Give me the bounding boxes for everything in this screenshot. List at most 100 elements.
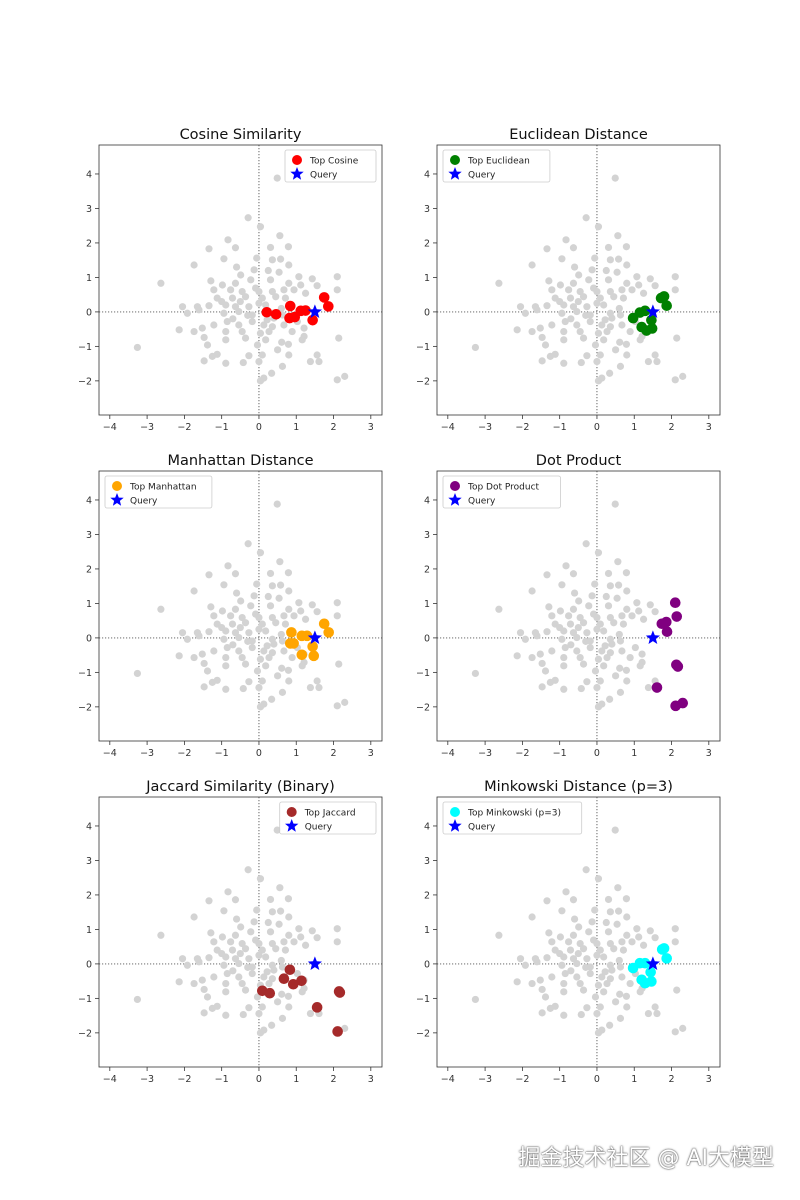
x-tick-label: 2 [331, 422, 337, 433]
legend-marker-query [448, 493, 462, 506]
background-point [245, 352, 253, 360]
background-point [241, 986, 250, 994]
background-point [208, 1004, 216, 1012]
x-tick-label: −4 [441, 748, 455, 759]
legend-marker-top [450, 481, 460, 491]
background-point [288, 327, 296, 336]
y-tick-label: 4 [424, 169, 430, 180]
subplot-title: Dot Product [536, 453, 622, 469]
background-point [591, 993, 600, 1001]
background-point [626, 653, 634, 662]
background-point [576, 287, 584, 296]
background-point [567, 641, 575, 649]
background-point [611, 998, 620, 1006]
top-point [323, 627, 334, 638]
background-point [622, 340, 631, 348]
background-point [255, 683, 263, 692]
background-point [262, 662, 270, 670]
background-point [235, 633, 243, 642]
background-point [270, 640, 278, 648]
background-point [244, 637, 252, 645]
background-point [614, 255, 623, 263]
background-point [175, 978, 183, 986]
background-point [623, 261, 631, 269]
y-tick-label: 3 [86, 856, 92, 867]
background-point [248, 317, 256, 326]
background-point [588, 592, 596, 600]
query-star [645, 304, 660, 318]
background-point [260, 647, 268, 655]
subplot-5: Jaccard Similarity (Binary) −4 −3 −2 −1 0 1 2 3 −… [78, 779, 383, 1085]
y-tick-label: 2 [86, 238, 92, 249]
background-point [565, 938, 573, 946]
top-point [677, 697, 689, 709]
background-point [278, 664, 286, 672]
background-point [205, 954, 213, 962]
background-point [623, 677, 631, 685]
background-point [335, 334, 343, 342]
background-point [205, 245, 213, 253]
legend-label-query: Query [468, 823, 496, 833]
background-point [623, 587, 631, 595]
background-point [232, 589, 241, 597]
x-tick-label: 2 [331, 1074, 337, 1085]
background-point [566, 620, 575, 628]
background-point [565, 286, 573, 294]
y-tick-label: 3 [424, 204, 430, 215]
background-point [622, 243, 631, 251]
background-point [229, 315, 237, 323]
background-point [528, 587, 536, 595]
y-tick-label: −1 [416, 342, 430, 353]
background-point [224, 236, 232, 244]
background-point [235, 973, 243, 981]
background-point [579, 945, 588, 953]
background-point [273, 672, 282, 680]
background-point [245, 955, 253, 963]
background-point [543, 302, 551, 310]
background-point [222, 685, 230, 693]
top-point [308, 650, 320, 662]
y-tick-label: 2 [424, 890, 430, 901]
background-point [556, 607, 565, 615]
background-point [606, 256, 614, 264]
background-point [673, 334, 681, 342]
legend: Top Cosine Query [284, 149, 377, 183]
background-point [273, 998, 282, 1006]
background-point [265, 653, 273, 662]
x-tick-label: 3 [706, 422, 712, 433]
background-point [516, 303, 525, 311]
background-point [573, 307, 581, 316]
subplot-title: Manhattan Distance [167, 453, 313, 469]
background-point [653, 357, 661, 366]
y-tick-label: −1 [78, 342, 92, 353]
x-tick-label: 0 [256, 1074, 262, 1085]
y-tick-label: −1 [78, 668, 92, 679]
background-point [203, 341, 212, 349]
background-point [541, 993, 550, 1001]
background-point [258, 677, 266, 685]
background-point [596, 351, 604, 359]
background-point [284, 243, 293, 251]
legend-box [442, 149, 551, 183]
y-tick-label: 2 [424, 564, 430, 575]
background-point [278, 338, 286, 346]
background-point [247, 602, 255, 610]
background-point [614, 232, 622, 240]
background-point [613, 594, 621, 602]
background-point [341, 1024, 349, 1032]
background-point [222, 653, 230, 662]
background-point [604, 602, 613, 610]
x-tick-label: 2 [669, 748, 675, 759]
background-point [556, 623, 564, 632]
background-point [593, 287, 601, 296]
background-point [610, 619, 618, 627]
background-point [313, 677, 321, 685]
background-point [576, 979, 584, 988]
background-point [200, 985, 208, 994]
background-point [561, 643, 569, 652]
legend-marker-query [290, 167, 304, 180]
background-point [579, 660, 588, 668]
background-point [600, 662, 608, 670]
background-point [639, 615, 648, 623]
subplot-3: Manhattan Distance −4 −3 −2 −1 0 1 2 3 −2 −1 0 1 2 3 4 T… [78, 453, 383, 759]
